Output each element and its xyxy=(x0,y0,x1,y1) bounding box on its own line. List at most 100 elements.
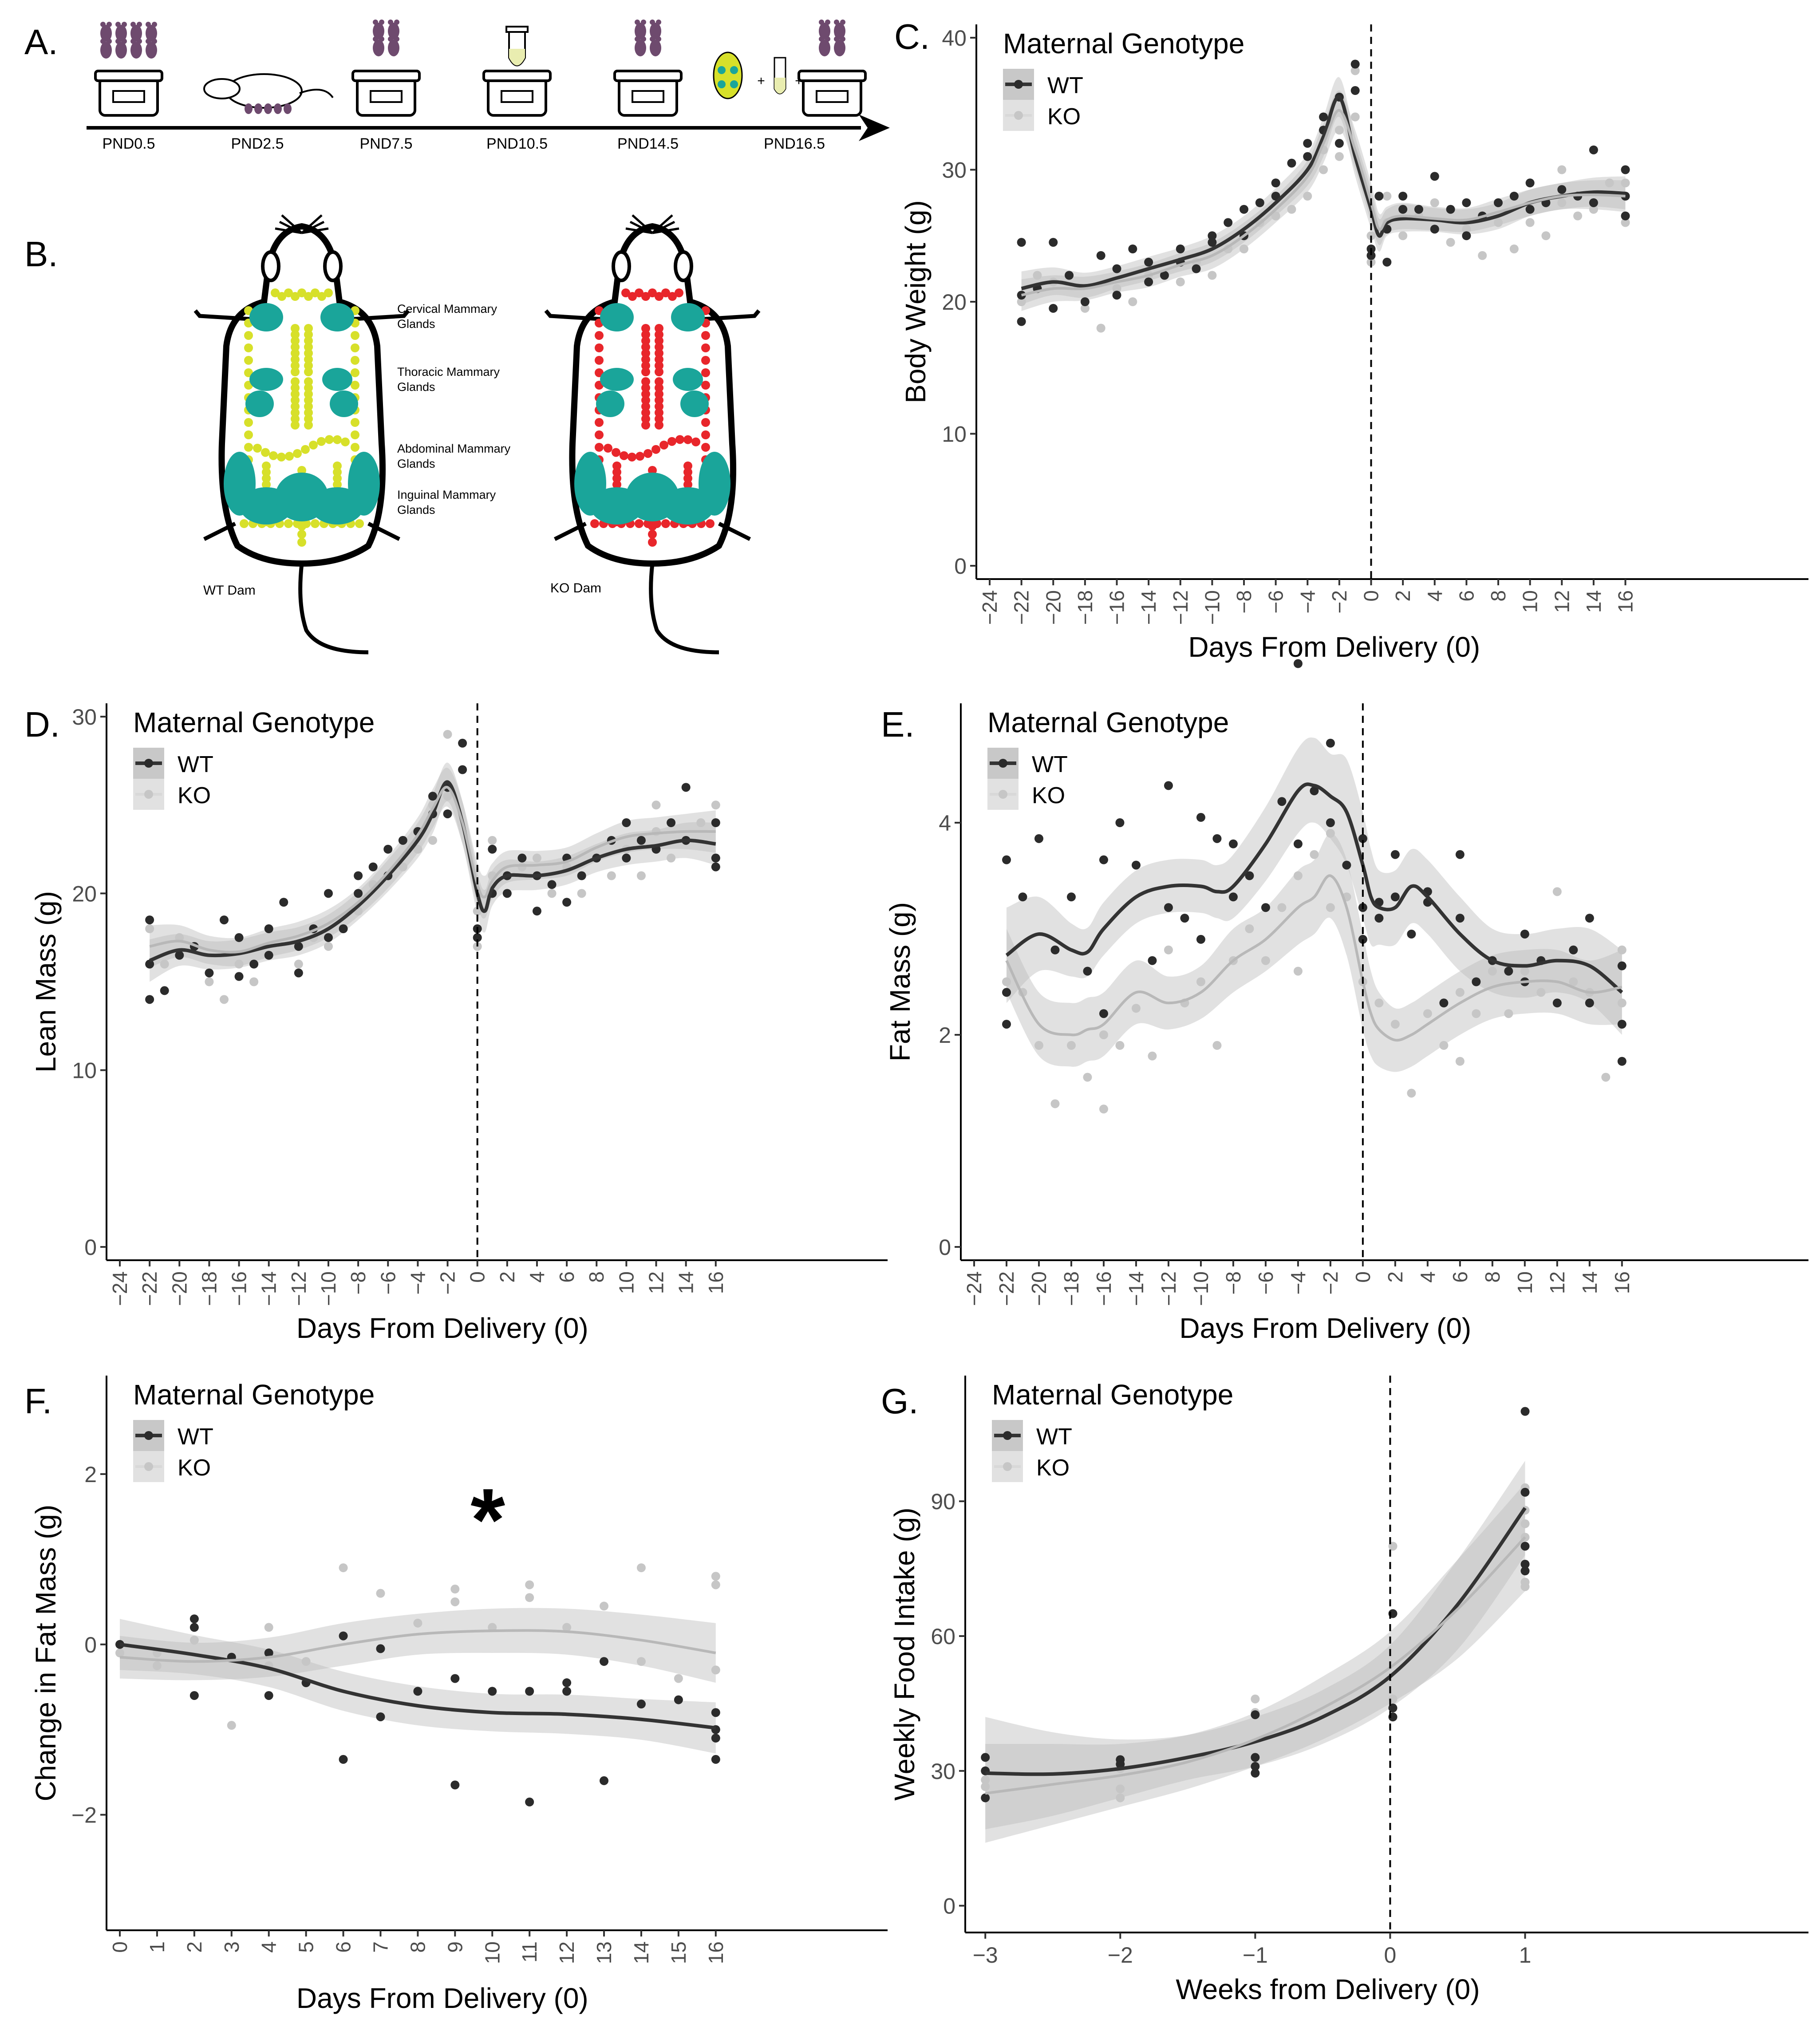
data-point-wt xyxy=(562,1678,572,1688)
small-gland xyxy=(718,80,726,88)
x-tick-label: −16 xyxy=(1092,1271,1115,1306)
pup-ear xyxy=(379,36,384,42)
gland-duct-dot xyxy=(655,330,663,339)
data-point-ko xyxy=(1326,828,1335,838)
y-tick-label: 10 xyxy=(942,422,967,447)
pup-ear xyxy=(656,20,661,25)
mammary-gland xyxy=(249,303,283,331)
gland-duct-dot xyxy=(291,383,300,392)
data-point-ko xyxy=(525,1593,534,1602)
data-point-wt xyxy=(1366,251,1376,260)
gland-duct-dot xyxy=(291,377,300,386)
x-tick-label: 2 xyxy=(496,1271,519,1283)
x-tick-label: −4 xyxy=(1296,590,1319,613)
pup-ear xyxy=(152,22,157,27)
pup xyxy=(373,39,384,56)
x-tick-label: −8 xyxy=(347,1271,370,1294)
gland-duct-dot xyxy=(701,343,710,352)
x-tick-label: 14 xyxy=(1582,590,1605,613)
pup-ear xyxy=(650,20,655,25)
x-tick-label: 12 xyxy=(645,1271,668,1294)
x-tick-label: 2 xyxy=(1391,590,1414,602)
legend-key-ko-dot xyxy=(1014,111,1023,120)
data-point-wt xyxy=(1557,185,1567,194)
data-point-ko xyxy=(1488,966,1497,976)
x-tick-label: 8 xyxy=(585,1271,608,1283)
scale-plate xyxy=(797,70,867,82)
data-point-ko xyxy=(711,801,720,810)
gland-duct-dot xyxy=(304,324,313,333)
confidence-ribbon-ko xyxy=(1021,90,1626,311)
gland-duct-dot xyxy=(262,474,271,483)
gland-duct-dot xyxy=(333,480,342,489)
data-point-wt xyxy=(1261,903,1270,912)
data-point-ko xyxy=(1374,998,1384,1008)
data-point-wt xyxy=(1342,860,1351,870)
tube-on-scale-icon xyxy=(482,26,552,117)
x-tick-label: 1 xyxy=(146,1941,169,1953)
data-point-wt xyxy=(1002,855,1011,864)
gland-duct-dot xyxy=(355,519,364,528)
data-point-ko xyxy=(517,862,527,872)
small-gland xyxy=(730,80,738,88)
x-tick-label: −6 xyxy=(376,1271,399,1294)
gland-duct-dot xyxy=(291,292,300,301)
data-point-wt xyxy=(145,915,154,925)
gland-duct-dot xyxy=(683,468,692,477)
data-point-wt xyxy=(1621,165,1630,174)
data-point-ko xyxy=(339,1563,348,1573)
scale-plate xyxy=(482,70,552,82)
x-tick-label: −8 xyxy=(1232,590,1255,613)
gland-duct-dot xyxy=(317,292,326,301)
data-point-ko xyxy=(294,959,303,969)
gland-duct-dot xyxy=(701,381,710,390)
x-tick-label: −10 xyxy=(317,1271,340,1306)
gland-duct-dot xyxy=(341,437,350,446)
data-point-wt xyxy=(234,933,244,942)
gland-duct-dot xyxy=(628,292,637,301)
mouse-ear xyxy=(323,250,343,282)
gland-duct-dot xyxy=(641,292,650,301)
gland-duct-dot xyxy=(291,324,300,333)
data-point-wt xyxy=(1520,1566,1530,1576)
y-tick-label: 20 xyxy=(72,881,97,906)
gland-duct-dot xyxy=(325,435,334,444)
data-point-ko xyxy=(1083,1073,1092,1082)
x-tick-label: −10 xyxy=(1189,1271,1212,1306)
data-point-wt xyxy=(1196,935,1205,944)
pup-ear xyxy=(107,22,112,27)
pup-ear xyxy=(825,20,830,25)
x-tick-label: 11 xyxy=(518,1941,541,1963)
data-point-ko xyxy=(600,1601,609,1611)
x-tick-label: −2 xyxy=(1328,590,1351,613)
x-tick-label: −24 xyxy=(108,1271,131,1306)
plus-sign: + xyxy=(795,74,803,88)
data-point-wt xyxy=(711,1733,720,1743)
mammary-gland xyxy=(596,390,624,417)
y-axis-title: Lean Mass (g) xyxy=(30,891,62,1073)
data-point-wt xyxy=(354,871,363,880)
data-point-ko xyxy=(525,1580,534,1589)
series-line-wt xyxy=(1021,95,1626,291)
pup-ear xyxy=(146,39,151,44)
pup xyxy=(146,42,157,59)
data-point-wt xyxy=(294,942,303,951)
gland-label-line: Glands xyxy=(397,503,435,517)
data-point-ko xyxy=(1557,165,1567,174)
gland-duct-dot xyxy=(635,288,644,297)
data-point-ko xyxy=(1617,945,1627,954)
x-tick-label: 8 xyxy=(1487,590,1510,602)
gland-duct-dot xyxy=(309,440,318,450)
gland-duct-dot xyxy=(612,474,621,483)
data-point-wt xyxy=(473,933,482,942)
data-point-ko xyxy=(1439,1041,1449,1050)
data-point-ko xyxy=(636,1563,646,1573)
x-tick-label: −16 xyxy=(1105,590,1129,625)
y-tick-label: −2 xyxy=(71,1803,97,1828)
gland-duct-dot xyxy=(655,292,663,301)
gland-duct-dot xyxy=(612,448,620,457)
gland-duct-dot xyxy=(641,349,650,358)
data-point-ko xyxy=(1601,1073,1611,1082)
